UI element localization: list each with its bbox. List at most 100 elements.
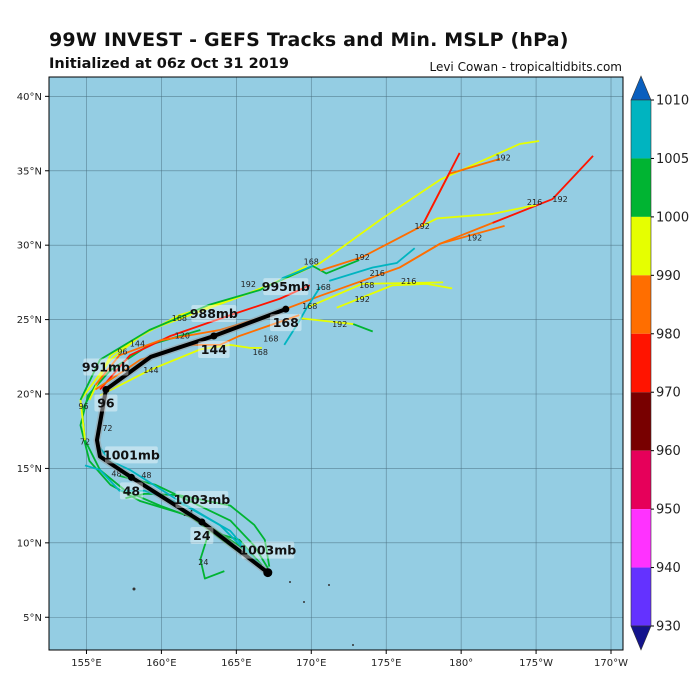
lat-tick-label: 25°N bbox=[17, 315, 42, 326]
ensemble-track bbox=[492, 155, 594, 224]
colorbar-frame bbox=[630, 99, 652, 627]
colorbar-label: 970 bbox=[656, 386, 681, 401]
ensemble-track bbox=[299, 317, 354, 325]
colorbar: 1010 1005 1000 990 980 970 960 950 940 930 bbox=[630, 75, 689, 651]
hour-label: 192 bbox=[241, 280, 256, 289]
hour-label: 96 bbox=[78, 402, 88, 411]
ensemble-track bbox=[306, 281, 444, 309]
hour-label: 192 bbox=[355, 253, 370, 262]
hour-label: 168 bbox=[302, 302, 317, 311]
colorbar-extend-top bbox=[630, 75, 652, 101]
forecast-hour-label: 24 bbox=[193, 528, 211, 543]
mean-track-label: 988mb 144 bbox=[190, 304, 238, 358]
lat-tick-label: 5°N bbox=[23, 613, 42, 624]
ensemble-track bbox=[84, 464, 266, 572]
colorbar-label: 990 bbox=[656, 269, 681, 284]
hour-label: 192 bbox=[355, 295, 370, 304]
forecast-hour-label: 48 bbox=[123, 483, 140, 498]
lon-tick-label: 175°E bbox=[371, 658, 401, 669]
colorbar-segment bbox=[631, 100, 651, 159]
hour-label: 168 bbox=[316, 283, 331, 292]
colorbar-extend-bottom bbox=[630, 625, 652, 651]
ensemble-track bbox=[352, 323, 374, 333]
lon-tick-label: 165°E bbox=[221, 658, 251, 669]
mean-track-label: 991mb 96 bbox=[82, 358, 130, 412]
hour-label: 192 bbox=[332, 320, 347, 329]
lat-tick-label: 30°N bbox=[17, 241, 42, 252]
lat-tick-label: 40°N bbox=[17, 92, 42, 103]
hour-label: 96 bbox=[117, 347, 127, 356]
colorbar-segment bbox=[631, 450, 651, 510]
ensemble-track bbox=[283, 286, 322, 346]
ensemble-track bbox=[336, 282, 453, 309]
lat-tick-label: 15°N bbox=[17, 464, 42, 475]
grid bbox=[49, 77, 623, 650]
hour-label: 120 bbox=[175, 332, 190, 341]
mean-track: 1003mb 1003mb 24 1001mb 48 991mb 96 988mb 144 995… bbox=[82, 278, 310, 578]
hour-label: 144 bbox=[130, 339, 145, 348]
lon-tick-label: 170°W bbox=[594, 658, 628, 669]
colorbar-segment bbox=[631, 158, 651, 217]
label-background bbox=[191, 304, 237, 322]
map-frame bbox=[48, 76, 624, 651]
ensemble-track bbox=[328, 247, 416, 282]
islands bbox=[132, 581, 354, 646]
lon-tick-label: 155°E bbox=[71, 658, 101, 669]
lat-tick-label: 20°N bbox=[17, 390, 42, 401]
hour-label: 192 bbox=[495, 153, 510, 162]
hour-label: 216 bbox=[370, 269, 385, 278]
hour-label: 72 bbox=[102, 424, 112, 433]
mean-track-label: 1003mb 24 bbox=[173, 491, 230, 545]
island bbox=[132, 587, 136, 591]
pressure-label: 995mb bbox=[262, 279, 310, 294]
pressure-label: 991mb bbox=[82, 360, 130, 375]
colorbar-label: 1010 bbox=[656, 94, 689, 109]
ensemble-track bbox=[94, 314, 300, 391]
hour-label: 48 bbox=[111, 469, 121, 478]
ensemble-track bbox=[421, 152, 461, 227]
ensemble-track bbox=[421, 204, 537, 227]
hour-label: 72 bbox=[80, 438, 90, 447]
label-background bbox=[263, 278, 309, 296]
ensemble-track bbox=[99, 343, 262, 397]
colorbar-segment bbox=[631, 567, 651, 626]
colorbar-segment bbox=[631, 392, 651, 451]
label-background bbox=[119, 482, 143, 500]
lon-tick-label: 175°W bbox=[519, 658, 553, 669]
label-background bbox=[190, 527, 214, 545]
ensemble-track bbox=[399, 224, 505, 269]
ensemble-track bbox=[279, 265, 314, 282]
mean-track-label: 1003mb bbox=[239, 541, 296, 559]
mean-track-point bbox=[263, 568, 273, 578]
mean-track-point bbox=[282, 305, 290, 313]
colorbar-label: 1005 bbox=[656, 152, 689, 167]
ensemble-track bbox=[125, 492, 271, 567]
hour-label: 192 bbox=[552, 195, 567, 204]
lon-tick-label: 160°E bbox=[146, 658, 176, 669]
pressure-label: 1003mb bbox=[239, 543, 296, 558]
label-background bbox=[83, 358, 129, 376]
pressure-label: 988mb bbox=[190, 306, 238, 321]
label-background bbox=[94, 394, 118, 412]
colorbar-label: 930 bbox=[656, 620, 681, 635]
island bbox=[289, 581, 291, 583]
mean-track-label: 1001mb 48 bbox=[103, 446, 160, 500]
label-background bbox=[270, 314, 302, 332]
colorbar-label: 1000 bbox=[656, 210, 689, 225]
hour-label: 192 bbox=[467, 234, 482, 243]
mean-track-line bbox=[94, 307, 287, 575]
ensemble-track bbox=[119, 474, 269, 569]
colorbar-label: 960 bbox=[656, 444, 681, 459]
colorbar-label: 950 bbox=[656, 503, 681, 518]
lat-tick-label: 35°N bbox=[17, 166, 42, 177]
hour-label: 192 bbox=[415, 222, 430, 231]
hour-label: 48 bbox=[141, 471, 151, 480]
colorbar-label: 980 bbox=[656, 327, 681, 342]
hour-label: 168 bbox=[304, 258, 319, 267]
hour-label: 168 bbox=[359, 281, 374, 290]
mean-track-point bbox=[210, 332, 218, 340]
lon-tick-label: 180° bbox=[449, 658, 473, 669]
chart-title: 99W INVEST - GEFS Tracks and Min. MSLP (… bbox=[49, 29, 569, 51]
ensemble-track bbox=[99, 284, 311, 391]
